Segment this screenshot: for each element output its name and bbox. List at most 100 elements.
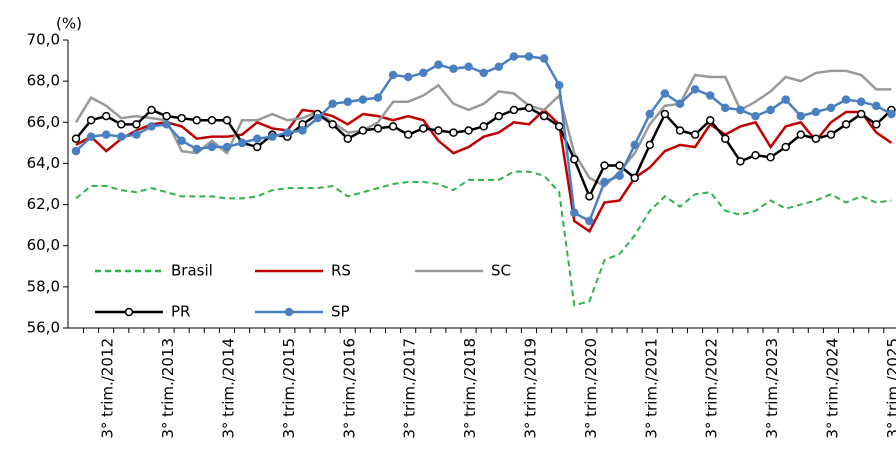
marker: [388, 122, 398, 131]
marker: [162, 120, 171, 129]
marker: [660, 89, 670, 98]
marker: [343, 134, 353, 143]
marker: [781, 95, 790, 104]
marker: [434, 126, 443, 135]
marker: [721, 103, 730, 113]
marker: [751, 111, 760, 121]
marker: [328, 120, 337, 129]
marker: [283, 128, 292, 137]
marker: [856, 109, 866, 119]
marker: [177, 113, 186, 123]
marker: [736, 105, 745, 115]
marker: [766, 105, 775, 115]
x-tick-label: 3° trim./2016: [340, 338, 358, 439]
marker: [690, 130, 700, 139]
marker: [615, 161, 624, 170]
marker: [268, 132, 277, 141]
marker: [554, 122, 564, 131]
marker: [539, 54, 549, 63]
legend-label: RS: [331, 262, 351, 280]
marker: [434, 60, 443, 69]
marker: [388, 70, 398, 80]
marker: [464, 62, 473, 71]
marker: [403, 130, 413, 139]
marker: [796, 130, 806, 139]
x-tick-label: 3° trim./2013: [159, 338, 177, 439]
x-tick-label: 3° trim./2017: [401, 338, 419, 439]
marker: [872, 101, 881, 111]
marker: [117, 132, 126, 141]
marker: [494, 62, 504, 71]
marker: [207, 115, 217, 125]
marker: [841, 120, 851, 129]
marker: [766, 153, 775, 162]
marker: [419, 68, 428, 78]
marker: [570, 208, 579, 218]
marker: [630, 173, 639, 183]
marker: [464, 126, 473, 135]
marker: [600, 161, 609, 170]
marker: [298, 126, 307, 135]
marker: [781, 142, 790, 152]
marker: [222, 115, 232, 125]
marker: [856, 97, 866, 106]
x-tick-label: 3° trim./2015: [280, 338, 298, 439]
marker: [600, 177, 609, 187]
marker: [675, 99, 685, 109]
marker: [373, 93, 383, 102]
marker: [132, 120, 141, 129]
marker: [811, 134, 821, 143]
marker: [705, 115, 715, 125]
y-tick-label: 70,0: [27, 31, 60, 49]
y-tick-label: 56,0: [27, 319, 60, 337]
marker: [826, 103, 836, 113]
marker: [841, 95, 851, 104]
marker: [796, 111, 806, 121]
y-tick-label: 60,0: [27, 236, 60, 254]
marker: [252, 134, 262, 143]
marker: [403, 72, 413, 82]
x-tick-label: 3° trim./2012: [99, 338, 117, 439]
marker: [705, 91, 715, 100]
marker: [479, 68, 488, 78]
x-tick-label: 3° trim./2025: [884, 338, 896, 439]
y-tick-label: 62,0: [27, 195, 60, 213]
marker: [328, 99, 337, 109]
marker: [509, 105, 519, 115]
marker: [690, 85, 700, 94]
marker: [585, 192, 594, 201]
marker: [71, 134, 81, 143]
x-tick-label: 3° trim./2018: [461, 338, 479, 439]
marker: [645, 140, 655, 150]
marker: [86, 132, 96, 141]
y-tick-label: 68,0: [27, 72, 60, 90]
x-tick-label: 3° trim./2023: [763, 338, 781, 439]
legend-label: PR: [171, 303, 190, 321]
y-axis-label: (%): [56, 15, 82, 33]
marker: [524, 52, 534, 61]
marker: [751, 150, 760, 160]
marker: [192, 144, 202, 154]
x-tick-label: 3° trim./2014: [220, 338, 238, 439]
marker: [162, 111, 171, 121]
marker: [509, 52, 519, 61]
marker: [524, 103, 534, 113]
marker: [479, 122, 488, 131]
y-tick-label: 58,0: [27, 277, 60, 295]
marker: [358, 95, 368, 104]
y-tick-label: 66,0: [27, 113, 60, 131]
marker: [872, 120, 881, 129]
legend-marker: [284, 307, 294, 317]
x-tick-label: 3° trim./2022: [703, 338, 721, 439]
line: [75, 170, 892, 307]
x-tick-label: 3° trim./2019: [522, 338, 540, 439]
marker: [449, 64, 458, 74]
marker: [660, 109, 670, 119]
marker: [887, 109, 896, 119]
marker: [101, 111, 111, 121]
marker: [192, 115, 202, 125]
marker: [826, 130, 836, 139]
marker: [237, 138, 247, 148]
x-tick-label: 3° trim./2024: [824, 338, 842, 439]
